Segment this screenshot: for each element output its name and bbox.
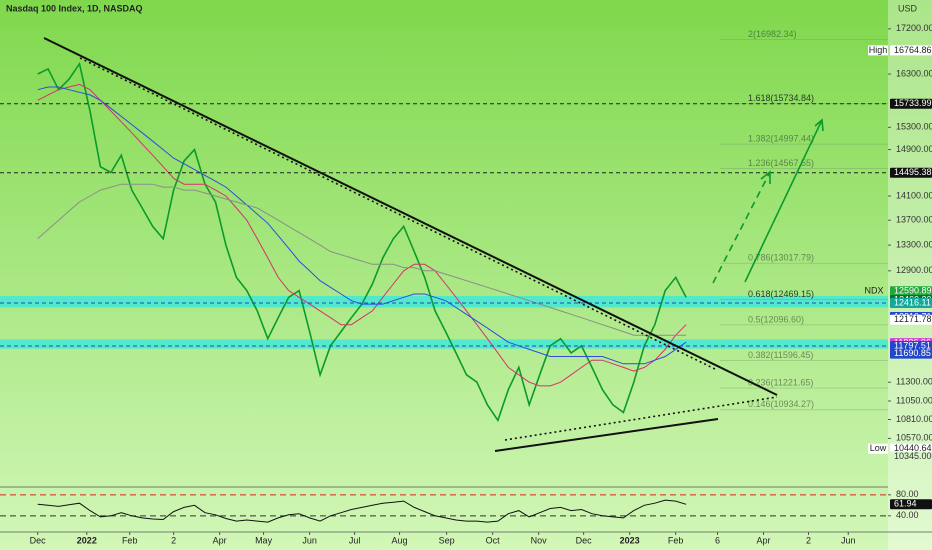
x-tick-label: Sep <box>439 535 455 545</box>
y-tick-label: 12900.00 <box>896 265 932 275</box>
projection-arrow <box>744 119 823 283</box>
fib-label: 1.236(14567.55) <box>748 158 814 168</box>
support-line <box>494 418 719 452</box>
y-tick-label: 80.00 <box>896 489 919 499</box>
moving-average <box>37 86 687 365</box>
base-layer: Dec 2022 Feb 2 Apr May Jun Jul Aug Sep Oct Nov Dec 20… <box>0 23 932 545</box>
x-tick-label: Dec <box>30 535 47 545</box>
fib-label: 0.5(12096.60) <box>748 314 804 324</box>
price-badge-label: 16764.86 <box>894 45 932 55</box>
moving-average <box>37 183 687 336</box>
y-tick-label: 13700.00 <box>896 215 932 225</box>
badge-tag-box <box>868 443 888 454</box>
y-tick-label: 14900.00 <box>896 144 932 154</box>
zone <box>0 295 888 308</box>
arrow-head <box>760 170 771 184</box>
x-tick-label: Feb <box>668 535 684 545</box>
price-badge <box>890 167 932 178</box>
price-badge <box>890 45 932 56</box>
x-tick-label: Apr <box>757 535 771 545</box>
trendline-dotted <box>79 57 718 371</box>
support-dotted <box>504 396 778 441</box>
x-tick-label: Jun <box>841 535 856 545</box>
y-tick-label: 11300.00 <box>896 377 932 387</box>
price-badge-label: 12416.11 <box>894 297 931 307</box>
y-tick-label: 11050.00 <box>896 395 932 405</box>
y-tick-label: 40.00 <box>896 510 919 520</box>
x-tick-label: Apr <box>213 535 227 545</box>
zone <box>0 339 888 349</box>
price-badge <box>890 340 932 351</box>
price-badge <box>890 443 932 454</box>
price-badge-label: 10345.00 <box>894 451 932 461</box>
fib-label: 2(16982.34) <box>748 29 797 39</box>
currency: USD <box>898 3 918 13</box>
series-name: NDX <box>864 286 883 296</box>
price-badge <box>890 348 932 359</box>
price-badge-label: 14495.38 <box>894 167 932 177</box>
x-tick-label: Feb <box>122 535 138 545</box>
price-badge-label: 12590.89 <box>894 286 932 296</box>
y-tick-label: 16300.00 <box>896 68 932 78</box>
fib-label: 0.786(13017.79) <box>748 253 814 263</box>
arrow-head <box>814 118 824 132</box>
badge-tag: Low <box>870 443 887 453</box>
badge-tag-box <box>868 45 888 56</box>
fib-label: 0.382(11596.45) <box>748 350 813 360</box>
price-badge <box>890 98 932 109</box>
price-badge-label: 10440.64 <box>894 443 932 453</box>
badge-tag: High <box>869 45 888 55</box>
trendline <box>43 37 778 396</box>
x-tick-label: 6 <box>715 535 720 545</box>
y-tick-label: 13300.00 <box>896 240 932 250</box>
x-tick-label: Jul <box>349 535 361 545</box>
fib-label: 1.382(14997.44) <box>748 133 814 143</box>
y-tick-label: 10810.00 <box>896 414 932 424</box>
price-badge-label: 11797.51 <box>894 340 931 350</box>
fib-label: 0.146(10934.27) <box>748 399 814 409</box>
price-badge-label: 12171.78 <box>894 314 932 324</box>
x-tick-label: Oct <box>486 535 501 545</box>
y-tick-label: 14100.00 <box>896 190 932 200</box>
price-badge <box>890 451 932 462</box>
price-badge <box>890 314 932 325</box>
y-tick-label: 17200.00 <box>896 23 932 33</box>
x-tick-label: 2 <box>171 535 176 545</box>
x-tick-label: Dec <box>576 535 593 545</box>
moving-average <box>37 83 687 387</box>
price-badge <box>890 297 932 308</box>
price-badge-label: 61.94 <box>894 499 917 509</box>
x-tick-label: 2 <box>806 535 811 545</box>
x-tick-label: Aug <box>392 535 408 545</box>
fib-label: 1.618(15734.84) <box>748 93 814 103</box>
x-tick-label: Jun <box>302 535 317 545</box>
chart-title: Nasdaq 100 Index, 1D, NASDAQ <box>6 3 143 13</box>
y-tick-label: 10570.00 <box>896 433 932 443</box>
fib-label: 0.236(11221.65) <box>748 377 813 387</box>
price-badge-label: 15733.99 <box>894 98 932 108</box>
x-tick-label: May <box>255 535 273 545</box>
x-tick-label: 2023 <box>620 535 640 545</box>
fib-label: 0.618(12469.15) <box>748 289 814 299</box>
price-badge <box>890 286 932 297</box>
x-tick-label: 2022 <box>77 535 97 545</box>
projection-arrow <box>712 171 771 284</box>
price-badge <box>890 499 932 510</box>
price-badge-label: 11690.85 <box>894 348 931 358</box>
rsi-line <box>37 499 687 523</box>
x-tick-label: Nov <box>531 535 548 545</box>
y-tick-label: 15300.00 <box>896 122 932 132</box>
